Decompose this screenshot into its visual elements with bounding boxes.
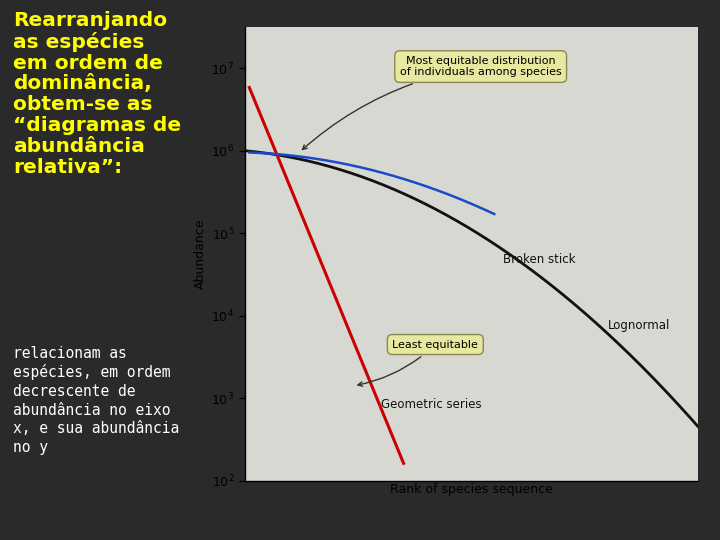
Text: Most equitable distribution
of individuals among species: Most equitable distribution of individua… <box>302 56 562 150</box>
Text: Geometric series: Geometric series <box>381 398 482 411</box>
Text: Lognormal: Lognormal <box>608 319 670 332</box>
Text: relacionam as
espécies, em ordem
decrescente de
abundância no eixo
x, e sua abun: relacionam as espécies, em ordem decresc… <box>13 346 179 455</box>
Text: Least equitable: Least equitable <box>358 340 478 386</box>
X-axis label: Rank of species sequence: Rank of species sequence <box>390 483 553 496</box>
Y-axis label: Abundance: Abundance <box>194 219 207 289</box>
Text: Broken stick: Broken stick <box>503 253 576 266</box>
Text: Rearranjando
as espécies
em ordem de
dominância,
obtem-se as
“diagramas de
abund: Rearranjando as espécies em ordem de dom… <box>13 11 181 177</box>
